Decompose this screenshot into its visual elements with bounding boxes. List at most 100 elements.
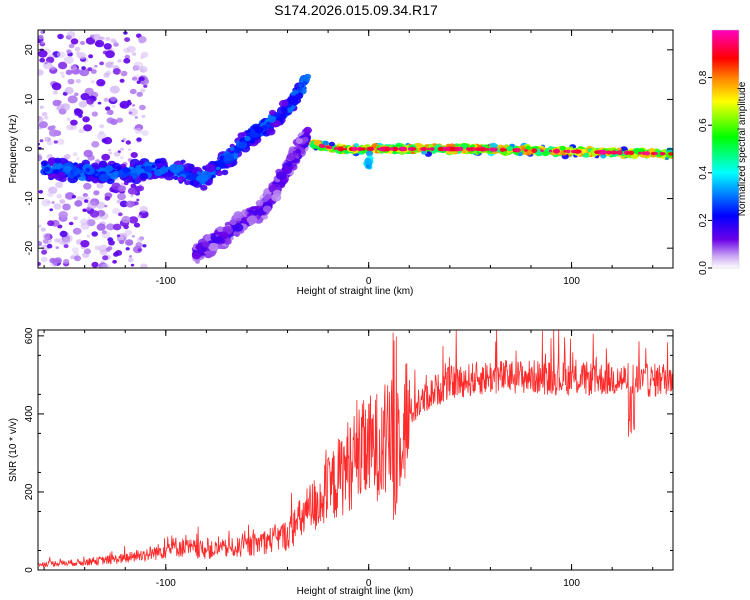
spectral-blob [38,50,48,58]
spectral-blob [262,205,272,213]
spectral-blob [79,68,90,77]
spectral-blob [105,62,113,68]
spectral-blob [111,104,116,108]
spectral-blob [99,61,104,66]
spectral-blob [104,165,114,173]
spectral-blob [130,194,134,198]
y-tick-label: -20 [24,241,35,256]
spectral-blob [112,68,121,75]
spectral-blob [96,132,107,140]
spectral-blob [105,36,111,41]
spectral-blob [541,150,550,157]
spectral-blob [97,101,102,105]
spectral-blob [93,190,100,196]
spectral-blob [552,149,558,153]
spectral-blob [512,148,517,152]
spectral-blob [52,99,61,107]
spectral-blob [137,214,142,219]
snr-ticks: -100 0 100 0 200 400 600 [24,327,673,589]
spectral-blob [320,144,326,149]
spectral-blob [103,43,112,50]
spectral-blob [654,152,658,155]
spectral-blob [173,176,179,180]
spectral-blob [129,163,135,168]
spectral-blob [59,230,68,238]
spectral-blob [88,54,94,59]
spectral-blob [252,210,259,216]
spectrogram-ylabel: Frequency (Hz) [8,115,19,184]
spectral-blob [129,88,137,95]
spectral-blob [286,107,294,113]
spectral-blob [233,146,242,154]
spectral-blob [421,150,427,155]
spectral-blob [99,249,108,256]
spectral-blob [71,168,78,173]
y-tick-label: 400 [24,405,35,422]
spectral-blob [83,182,92,190]
spectral-blob [325,145,331,149]
spectral-blob [140,88,146,93]
spectral-blob [136,237,144,243]
spectral-blob [365,150,374,157]
spectral-blob [57,33,64,40]
spectral-blob [43,237,52,245]
spectral-blob [138,76,145,82]
spectral-blob [127,257,134,263]
spectral-blob [420,147,425,151]
spectral-blob [58,61,68,70]
spectral-blob [130,152,138,158]
spectral-blob [130,183,137,189]
spectral-blob [76,174,81,178]
spectral-blob [49,208,53,212]
colorbar-tick-label: 0.8 [698,70,709,84]
spectral-blob [238,141,248,149]
spectral-blob [524,149,528,152]
spectral-blob [94,173,99,177]
spectral-blob [390,147,394,151]
spectral-blob [39,139,44,143]
spectral-blob [106,111,111,115]
spectral-blob [563,149,567,153]
spectral-blob [55,181,64,189]
spectral-blob [600,154,607,159]
spectral-blob [40,40,45,44]
colorbar-tick-label: 0.4 [698,165,709,179]
spectral-blob [53,169,60,174]
spectral-blob [127,187,138,195]
spectral-blob [58,211,68,219]
spectral-blob [50,125,56,130]
spectral-blob [650,152,655,155]
spectral-blob [84,199,89,203]
spectral-blob [136,137,142,142]
spectral-blob [617,147,622,152]
snr-series-line [38,330,673,568]
spectral-blob [109,85,120,94]
spectral-blob [254,126,264,134]
spectral-blob [287,95,299,105]
snr-frame [37,329,674,571]
spectral-blob [66,31,76,39]
spectral-blob [66,117,71,121]
spectral-blob [38,69,44,76]
spectral-blob [62,165,72,173]
spectral-blob [41,249,48,255]
spectrogram-xlabel: Height of straight line (km) [297,286,414,297]
spectral-blob [661,152,666,156]
spectral-blob [74,200,83,207]
spectral-blob [130,263,135,267]
spectral-blob [133,222,141,228]
spectral-blob [333,147,338,150]
spectral-blob [151,164,156,168]
spectral-blob [64,86,74,95]
x-tick-label: 0 [366,276,372,287]
spectral-blob [648,147,656,154]
spectral-blob [116,117,124,123]
spectral-blob [233,211,243,219]
spectral-blob [232,223,244,232]
spectral-blob [272,189,282,197]
spectral-blob [66,49,72,54]
colorbar: 0.0 0.2 0.4 0.6 0.8 Normalized spectral ampl… [698,29,748,275]
spectral-blob [143,165,153,173]
spectral-blob [91,80,95,84]
